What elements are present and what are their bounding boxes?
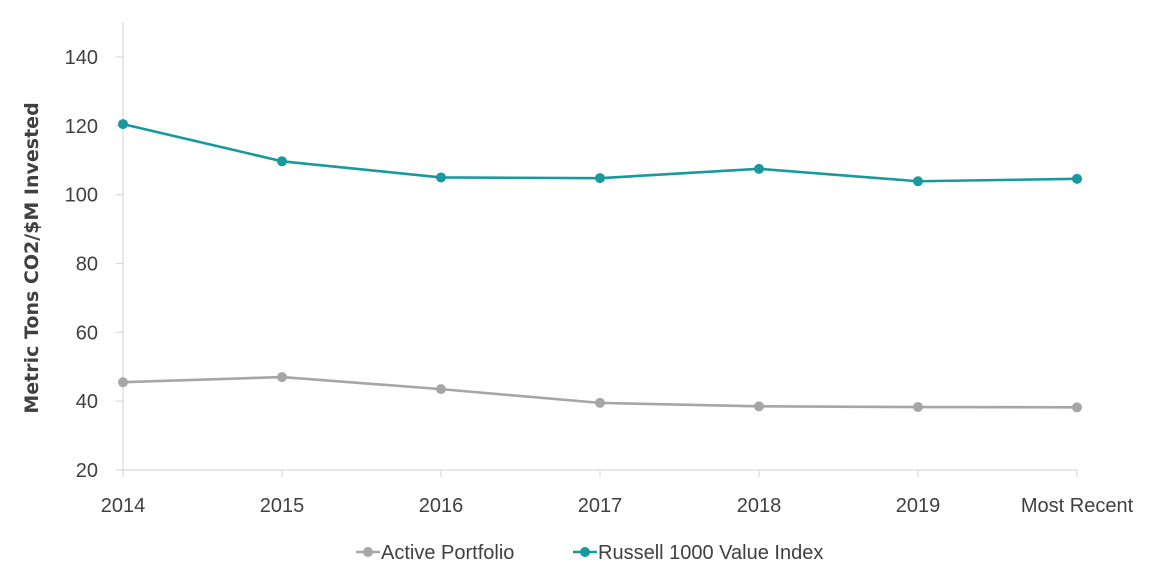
data-point xyxy=(1072,173,1082,184)
y-tick-label: 140 xyxy=(65,47,98,69)
legend: Active Portfolio Russell 1000 Value Index xyxy=(356,542,823,564)
data-point xyxy=(913,176,923,187)
y-tick-label: 120 xyxy=(65,116,98,138)
legend-label: Active Portfolio xyxy=(381,542,514,564)
x-tick-label: 2016 xyxy=(419,495,464,517)
data-point xyxy=(595,173,605,184)
legend-label: Russell 1000 Value Index xyxy=(598,542,823,564)
x-tick-label: 2014 xyxy=(101,495,146,517)
series-1 xyxy=(118,119,1082,187)
y-tick-label: 80 xyxy=(76,254,98,276)
x-tick-label: 2017 xyxy=(578,495,623,517)
x-tick-labels: 2014 2015 2016 2017 2018 2019 Most Recent xyxy=(101,495,1134,517)
x-tick-label: 2018 xyxy=(737,495,782,517)
data-point xyxy=(913,402,923,413)
y-tick-labels: 20 40 60 80 100 120 140 xyxy=(65,47,98,482)
x-tick-label: Most Recent xyxy=(1021,495,1134,517)
series-layer xyxy=(118,119,1082,413)
data-point xyxy=(436,172,446,183)
data-point xyxy=(277,156,287,167)
x-tick-label: 2019 xyxy=(896,495,941,517)
legend-item: Active Portfolio xyxy=(356,542,514,564)
data-point xyxy=(277,372,287,383)
y-axis-title: Metric Tons CO2/$M Invested xyxy=(21,102,43,413)
data-point xyxy=(754,401,764,412)
data-point xyxy=(436,384,446,395)
y-tick-label: 20 xyxy=(76,460,98,482)
legend-item: Russell 1000 Value Index xyxy=(573,542,823,564)
x-tick-label: 2015 xyxy=(260,495,305,517)
legend-marker xyxy=(363,547,373,557)
axes xyxy=(116,22,1078,477)
data-point xyxy=(118,119,128,130)
series-0 xyxy=(118,372,1082,413)
y-tick-label: 100 xyxy=(65,185,98,207)
y-tick-label: 40 xyxy=(76,391,98,413)
data-point xyxy=(1072,402,1082,413)
data-point xyxy=(595,397,605,408)
series-line xyxy=(122,122,1078,183)
legend-marker xyxy=(580,547,590,557)
data-point xyxy=(118,377,128,388)
y-tick-label: 60 xyxy=(76,322,98,344)
data-point xyxy=(754,163,764,174)
